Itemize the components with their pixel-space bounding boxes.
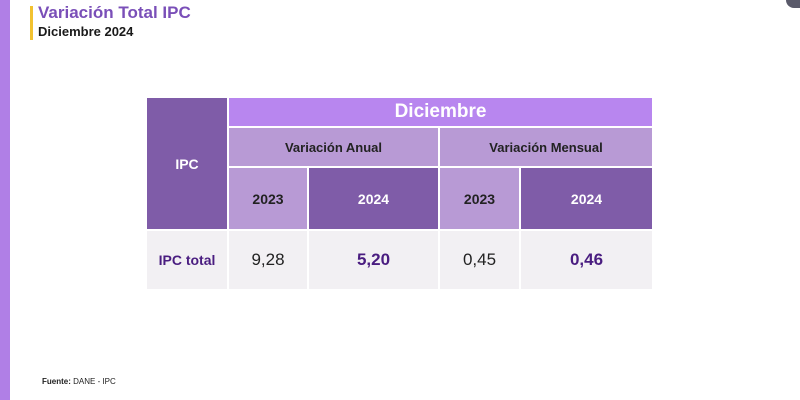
left-accent-bar — [0, 0, 10, 400]
header-accent-line — [30, 6, 33, 40]
value-anual-2024: 5,20 — [308, 230, 439, 290]
year-header-mensual-2024: 2024 — [520, 167, 653, 230]
year-header-mensual-2023: 2023 — [439, 167, 520, 230]
source-text: DANE - IPC — [73, 377, 116, 386]
row-label-ipc-total: IPC total — [146, 230, 228, 290]
corner-decoration — [786, 0, 800, 8]
group-header-mensual: Variación Mensual — [439, 127, 653, 167]
source-label: Fuente: — [42, 377, 71, 386]
table-row-header: IPC — [146, 97, 228, 230]
group-header-anual: Variación Anual — [228, 127, 439, 167]
value-anual-2023: 9,28 — [228, 230, 308, 290]
source-note: Fuente: DANE - IPC — [42, 377, 116, 386]
value-mensual-2024: 0,46 — [520, 230, 653, 290]
page-title: Variación Total IPC — [38, 3, 191, 22]
page-subtitle: Diciembre 2024 — [38, 24, 134, 39]
year-header-anual-2024: 2024 — [308, 167, 439, 230]
year-header-anual-2023: 2023 — [228, 167, 308, 230]
value-mensual-2023: 0,45 — [439, 230, 520, 290]
table-month-header: Diciembre — [228, 97, 653, 127]
